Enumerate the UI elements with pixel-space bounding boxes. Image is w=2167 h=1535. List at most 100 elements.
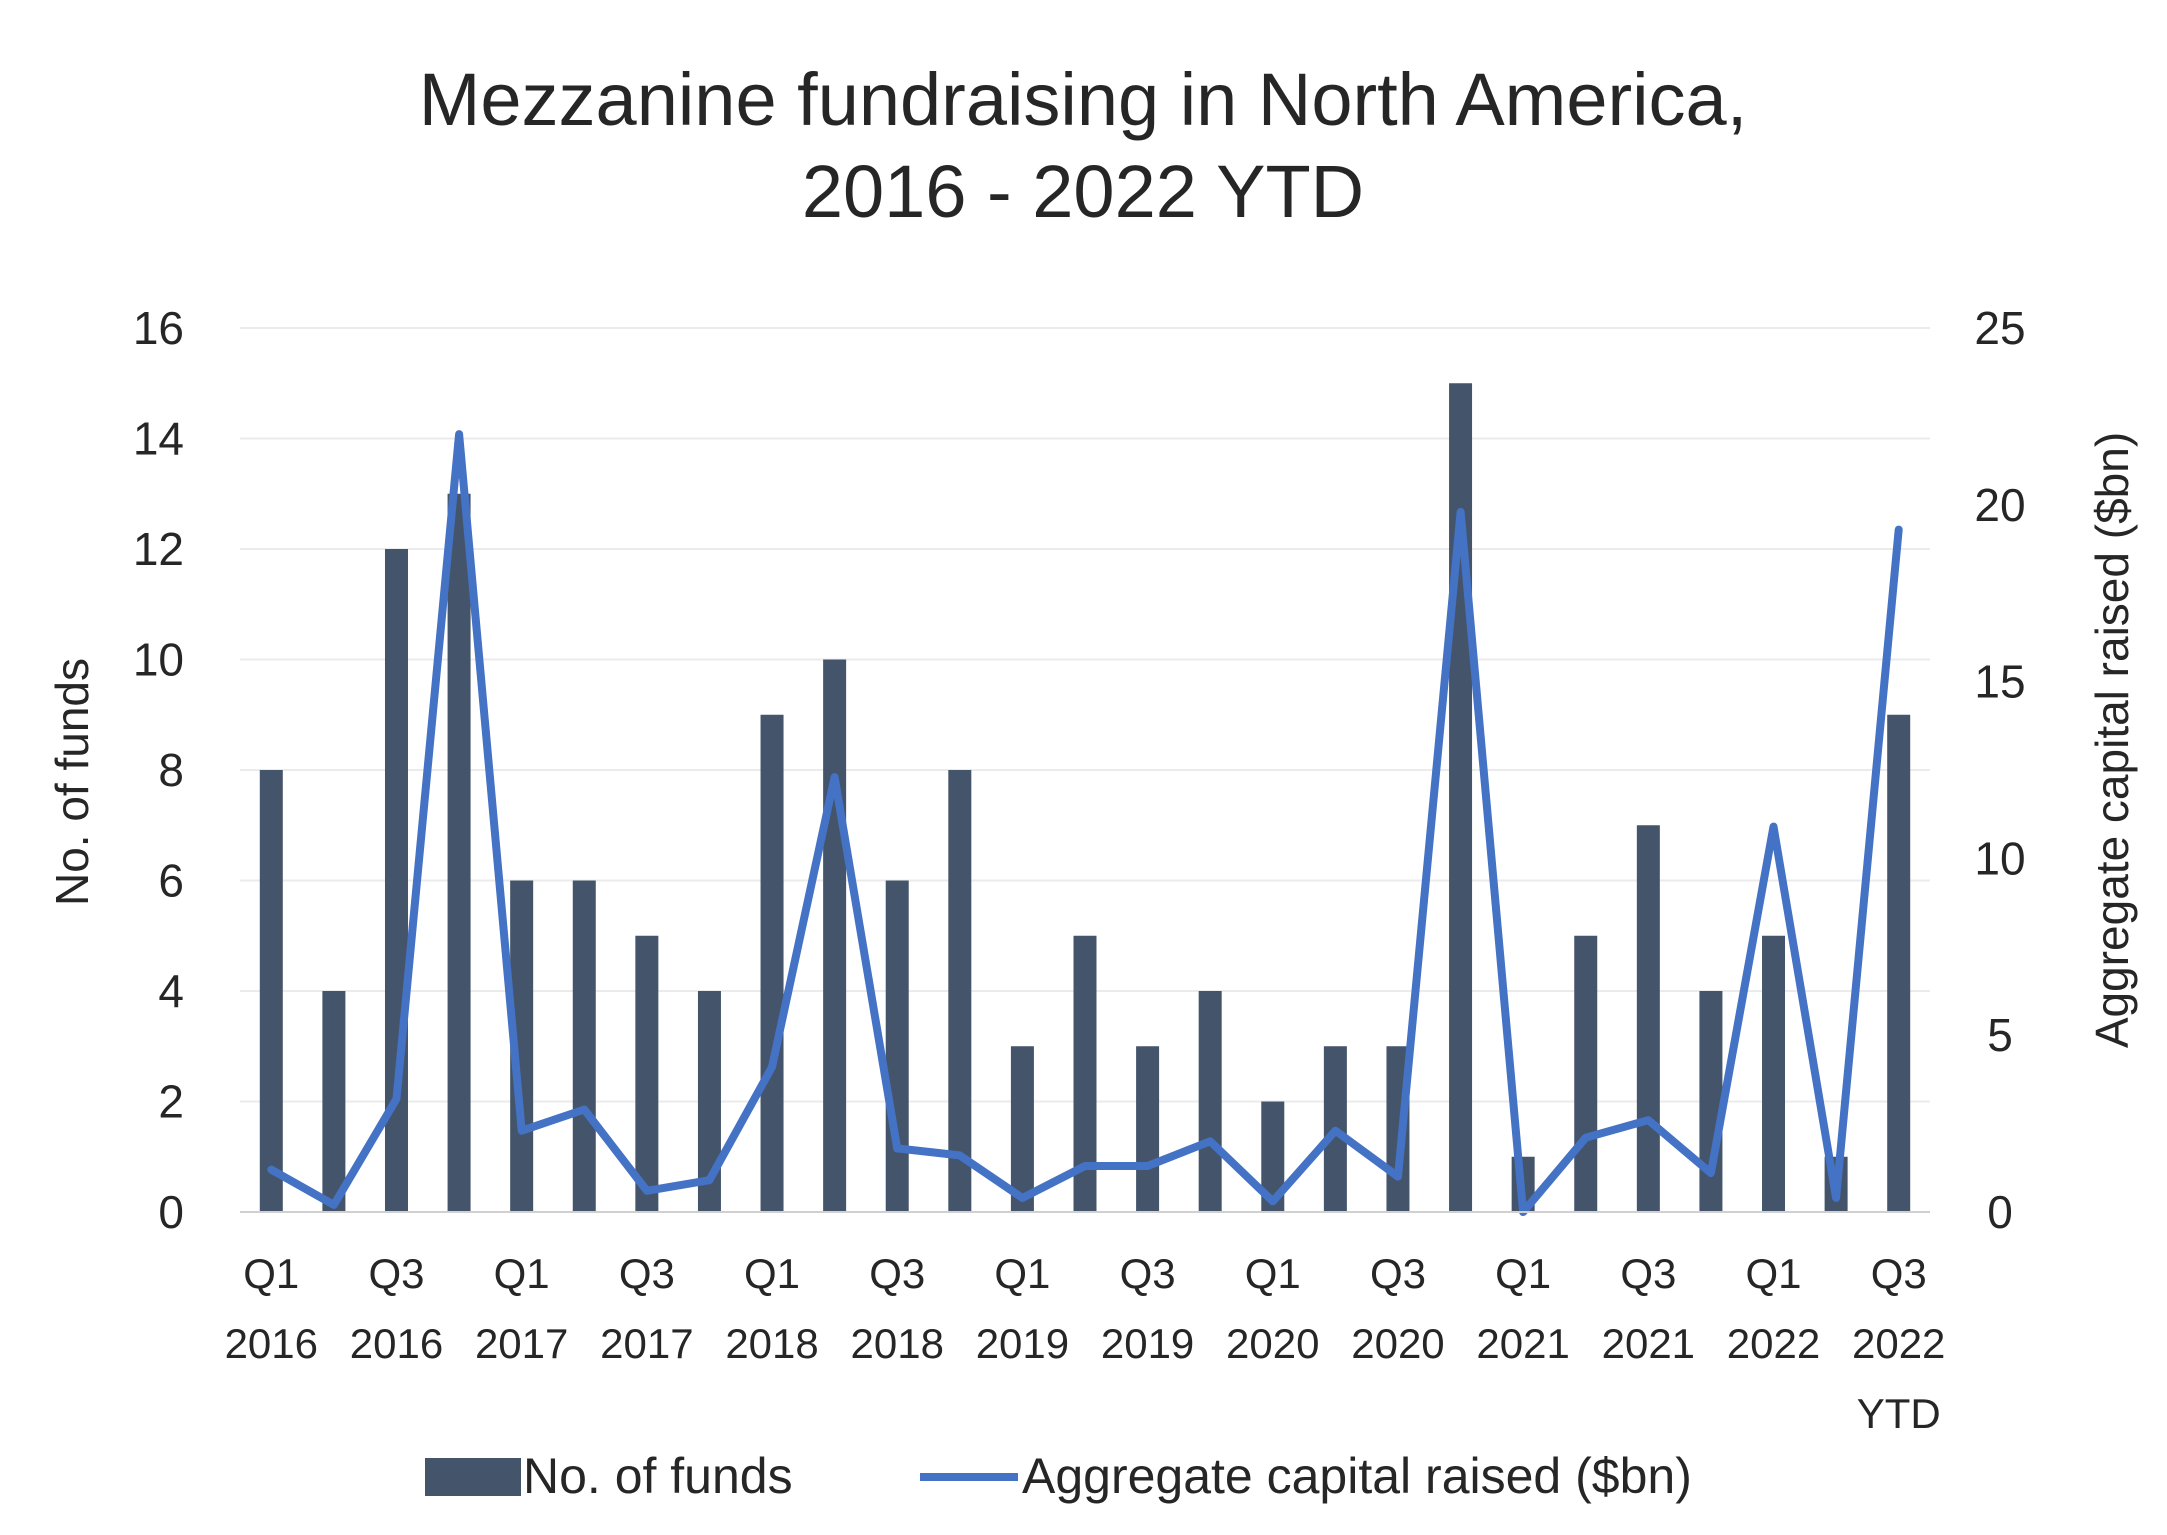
chart-title-line: Mezzanine fundraising in North America, xyxy=(419,58,1748,141)
bar xyxy=(1261,1101,1285,1212)
x-tick-label: Q3 xyxy=(1871,1250,1927,1297)
line-point xyxy=(1708,1171,1713,1176)
line-point xyxy=(1458,509,1463,514)
line-point xyxy=(1333,1128,1338,1133)
x-tick-label: 2020 xyxy=(1351,1320,1444,1367)
legend-swatch-bar xyxy=(425,1458,521,1496)
bar xyxy=(1699,991,1723,1212)
bar-series-no-of-funds xyxy=(259,383,1911,1212)
bar xyxy=(259,770,283,1212)
left-y-tick-label: 10 xyxy=(133,634,184,686)
x-tick-label: 2019 xyxy=(976,1320,1069,1367)
x-tick-label: Q3 xyxy=(368,1250,424,1297)
x-tick-label: 2022 xyxy=(1727,1320,1820,1367)
left-y-tick-label: 16 xyxy=(133,302,184,354)
x-tick-label: Q1 xyxy=(994,1250,1050,1297)
left-y-axis-title: No. of funds xyxy=(46,658,98,906)
line-point xyxy=(1896,527,1901,532)
x-tick-label: Q1 xyxy=(1495,1250,1551,1297)
bar xyxy=(1198,991,1222,1212)
line-point xyxy=(707,1178,712,1183)
bar xyxy=(1010,1046,1034,1212)
right-y-tick-label: 25 xyxy=(1974,302,2025,354)
x-tick-label: Q1 xyxy=(243,1250,299,1297)
bar xyxy=(885,880,909,1212)
x-tick-label: 2016 xyxy=(225,1320,318,1367)
bar xyxy=(1073,935,1097,1212)
bar xyxy=(322,991,346,1212)
x-tick-label: 2018 xyxy=(725,1320,818,1367)
line-point xyxy=(1834,1195,1839,1200)
line-point xyxy=(519,1128,524,1133)
right-y-tick-label: 15 xyxy=(1974,656,2025,708)
x-tick-label: Q3 xyxy=(1370,1250,1426,1297)
left-y-tick-label: 14 xyxy=(133,413,184,465)
line-point xyxy=(832,775,837,780)
left-y-tick-label: 0 xyxy=(158,1186,184,1238)
right-y-tick-label: 5 xyxy=(1987,1009,2013,1061)
line-point xyxy=(770,1065,775,1070)
x-tick-label: Q1 xyxy=(1746,1250,1802,1297)
right-y-tick-label: 0 xyxy=(1987,1186,2013,1238)
line-point xyxy=(1270,1199,1275,1204)
bar xyxy=(1762,935,1786,1212)
line-point xyxy=(1771,824,1776,829)
x-tick-label: 2021 xyxy=(1476,1320,1569,1367)
x-tick-label: Q1 xyxy=(1245,1250,1301,1297)
bar xyxy=(823,659,847,1212)
chart-title: Mezzanine fundraising in North America, 2… xyxy=(419,58,1748,233)
left-y-axis: 0 2 4 6 8 10 12 14 16 xyxy=(133,302,184,1238)
legend-label-bar: No. of funds xyxy=(523,1448,793,1504)
x-tick-label: Q1 xyxy=(744,1250,800,1297)
line-series-aggregate-capital xyxy=(267,430,1903,1216)
x-tick-label: Q3 xyxy=(1620,1250,1676,1297)
bar xyxy=(1636,825,1660,1212)
x-tick-label: 2020 xyxy=(1226,1320,1319,1367)
bar xyxy=(760,714,784,1212)
bar xyxy=(1574,935,1598,1212)
line-point xyxy=(457,432,462,437)
left-y-tick-label: 6 xyxy=(158,855,184,907)
x-tick-label: Q1 xyxy=(494,1250,550,1297)
bar xyxy=(948,770,972,1212)
left-y-tick-label: 8 xyxy=(158,744,184,796)
right-y-tick-label: 10 xyxy=(1974,832,2025,884)
line-point xyxy=(1208,1139,1213,1144)
x-tick-label: YTD xyxy=(1857,1390,1941,1437)
x-tick-label: 2022 xyxy=(1852,1320,1945,1367)
x-tick-label: Q3 xyxy=(1120,1250,1176,1297)
right-y-axis: 0 5 10 15 20 25 xyxy=(1974,302,2025,1238)
chart-title-line: 2016 - 2022 YTD xyxy=(802,150,1364,233)
line-point xyxy=(1020,1195,1025,1200)
x-tick-label: 2016 xyxy=(350,1320,443,1367)
right-y-tick-label: 20 xyxy=(1974,479,2025,531)
line-point xyxy=(1145,1164,1150,1169)
line-point xyxy=(1583,1135,1588,1140)
x-tick-label: 2021 xyxy=(1602,1320,1695,1367)
x-tick-label: 2017 xyxy=(600,1320,693,1367)
bar xyxy=(572,880,596,1212)
line-point xyxy=(331,1202,336,1207)
x-tick-label: 2019 xyxy=(1101,1320,1194,1367)
line-point xyxy=(394,1096,399,1101)
line-point xyxy=(895,1146,900,1151)
x-axis: Q1 2016 Q3 2016 Q1 2017 Q3 2017 Q1 2018 Q3 2018 Q1 20… xyxy=(225,1211,1945,1437)
line-point xyxy=(1646,1118,1651,1123)
left-y-tick-label: 2 xyxy=(158,1076,184,1128)
bar xyxy=(1136,1046,1160,1212)
left-y-tick-label: 12 xyxy=(133,523,184,575)
line-point xyxy=(1395,1174,1400,1179)
bar xyxy=(635,935,659,1212)
bar xyxy=(447,493,471,1212)
line-point xyxy=(582,1107,587,1112)
x-tick-label: 2018 xyxy=(851,1320,944,1367)
x-tick-label: 2017 xyxy=(475,1320,568,1367)
line-point xyxy=(269,1167,274,1172)
bar xyxy=(1449,383,1473,1212)
line-point xyxy=(957,1153,962,1158)
left-y-tick-label: 4 xyxy=(158,965,184,1017)
line-point xyxy=(1083,1164,1087,1169)
bar xyxy=(697,991,721,1212)
